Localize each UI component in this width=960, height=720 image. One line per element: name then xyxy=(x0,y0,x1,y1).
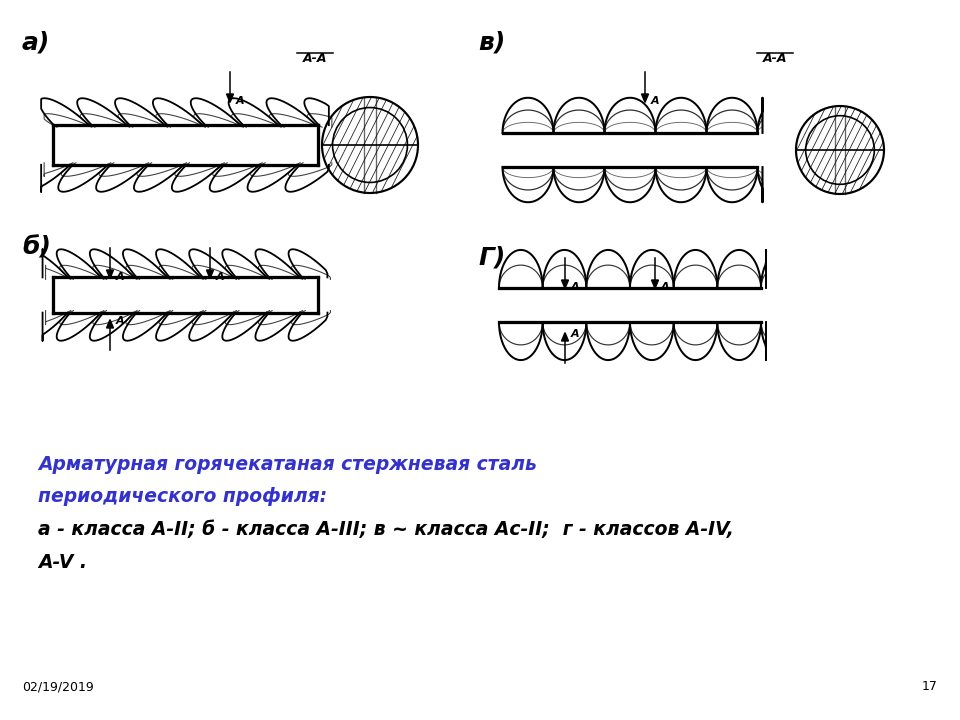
Text: а): а) xyxy=(22,30,50,54)
Text: А: А xyxy=(661,282,670,292)
Polygon shape xyxy=(562,333,568,341)
Text: Арматурная горячекатаная стержневая сталь: Арматурная горячекатаная стержневая стал… xyxy=(38,455,537,474)
Text: Г): Г) xyxy=(478,245,505,269)
Polygon shape xyxy=(107,320,113,328)
Polygon shape xyxy=(107,270,113,279)
Text: 17: 17 xyxy=(923,680,938,693)
Text: А: А xyxy=(571,329,580,339)
Text: A-V .: A-V . xyxy=(38,553,87,572)
Text: А: А xyxy=(216,272,225,282)
Text: в): в) xyxy=(478,30,505,54)
Text: А: А xyxy=(571,282,580,292)
Text: б): б) xyxy=(22,235,51,259)
Text: А: А xyxy=(651,96,660,106)
Text: А-А: А-А xyxy=(763,52,787,65)
Text: периодического профиля:: периодического профиля: xyxy=(38,487,327,506)
Text: А: А xyxy=(116,272,125,282)
Text: А-А: А-А xyxy=(302,52,327,65)
Polygon shape xyxy=(652,280,659,289)
Text: 02/19/2019: 02/19/2019 xyxy=(22,680,94,693)
Polygon shape xyxy=(227,94,233,102)
Text: А: А xyxy=(116,316,125,326)
Polygon shape xyxy=(206,270,213,279)
Text: А: А xyxy=(236,96,245,106)
Polygon shape xyxy=(641,94,649,102)
Text: а - класса A-II; б - класса A-III; в ~ класса Ас-II;  г - классов A-IV,: а - класса A-II; б - класса A-III; в ~ к… xyxy=(38,520,733,539)
Polygon shape xyxy=(562,280,568,289)
